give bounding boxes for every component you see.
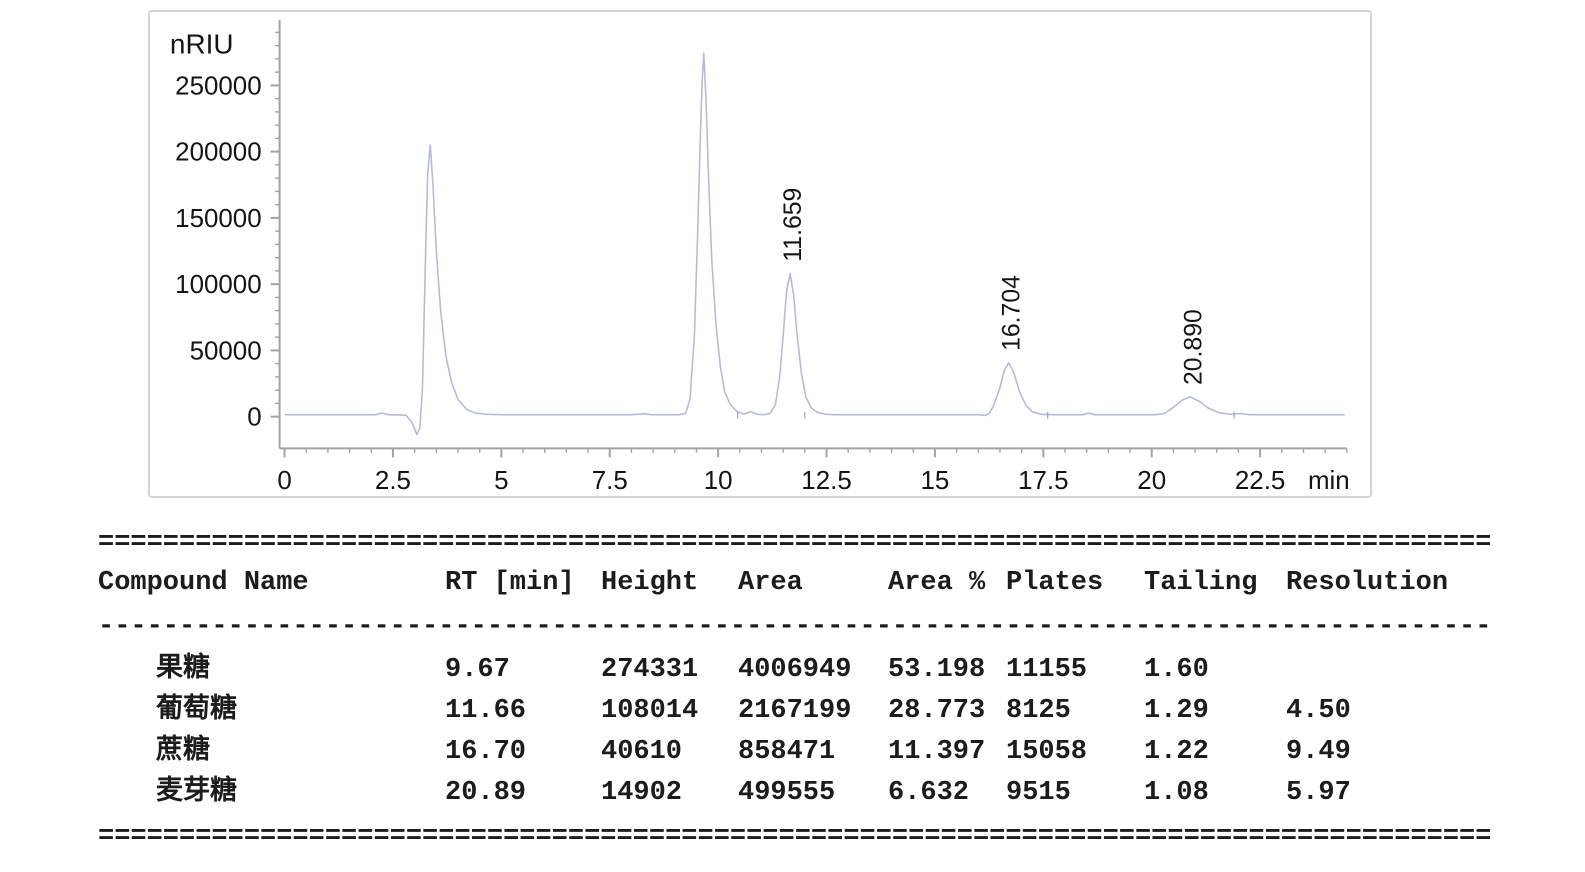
chromatogram-panel: 0 2.5 5 7.5 10 12.5 15 17.5 20 22.5 min 0 50000 10000…	[148, 10, 1372, 498]
x-tick-label: 17.5	[1018, 467, 1068, 495]
x-axis-unit-label: min	[1308, 467, 1350, 495]
area-pct-cell: 28.773	[888, 696, 986, 726]
x-tick-label: 20	[1137, 467, 1166, 495]
x-tick-label: 0	[277, 467, 291, 495]
resolution-cell	[1286, 650, 1490, 691]
table-row: 果糖 9.67 274331 4006949 53.198 11155 1.60	[98, 650, 1490, 691]
x-tick-label: 10	[704, 467, 733, 495]
table-top-border: ========================================…	[98, 528, 1490, 558]
y-axis-unit-label: nRIU	[170, 29, 234, 60]
x-tick-label: 2.5	[375, 467, 411, 495]
col-header-compound-name: Compound Name	[98, 568, 309, 598]
area-cell: 858471	[738, 737, 836, 767]
y-tick-label: 150000	[175, 205, 261, 233]
x-tick-label: 5	[494, 467, 508, 495]
peak-rt-label: 11.659	[780, 188, 807, 262]
tailing-cell: 1.08	[1144, 778, 1209, 808]
compound-name-cell: 葡萄糖	[156, 696, 237, 726]
peak-rt-label: 20.890	[1180, 309, 1207, 385]
area-pct-cell: 53.198	[888, 655, 986, 685]
peak-rt-label: 16.704	[999, 275, 1026, 351]
resolution-cell: 5.97	[1286, 778, 1351, 808]
x-tick-label: 12.5	[801, 467, 851, 495]
x-tick-label: 7.5	[592, 467, 628, 495]
height-cell: 108014	[601, 696, 699, 726]
y-tick-label: 200000	[175, 139, 261, 167]
peak-results-table: ========================================…	[98, 528, 1490, 862]
y-tick-label: 50000	[190, 337, 262, 365]
resolution-cell: 4.50	[1286, 696, 1351, 726]
table-row: 葡萄糖 11.66 108014 2167199 28.773 8125 1.2…	[98, 691, 1490, 732]
rt-cell: 20.89	[445, 778, 527, 808]
tailing-cell: 1.60	[1144, 655, 1209, 685]
x-tick-label: 15	[921, 467, 950, 495]
y-tick-label: 100000	[175, 271, 261, 299]
compound-name-cell: 果糖	[156, 655, 210, 685]
area-cell: 2167199	[738, 696, 852, 726]
table-row: 麦芽糖 20.89 14902 499555 6.632 9515 1.08 5…	[98, 773, 1490, 814]
plates-cell: 9515	[1006, 778, 1071, 808]
table-header-separator: ----------------------------------------…	[98, 612, 1490, 642]
area-pct-cell: 6.632	[888, 778, 970, 808]
y-tick-label: 0	[247, 404, 261, 432]
area-cell: 499555	[738, 778, 836, 808]
plates-cell: 11155	[1006, 655, 1088, 685]
y-tick-label: 250000	[175, 72, 261, 100]
rt-cell: 16.70	[445, 737, 527, 767]
tailing-cell: 1.22	[1144, 737, 1209, 767]
compound-name-cell: 麦芽糖	[156, 778, 237, 808]
height-cell: 14902	[601, 778, 683, 808]
rt-cell: 11.66	[445, 696, 527, 726]
table-bottom-border: ========================================…	[98, 822, 1490, 852]
col-header-resolution: Resolution	[1286, 568, 1449, 598]
col-header-height: Height	[601, 568, 699, 598]
col-header-area-pct: Area %	[888, 568, 986, 598]
height-cell: 274331	[601, 655, 699, 685]
signal-trace	[284, 52, 1345, 436]
table-header-row: Compound Name RT [min] Height Area Area …	[98, 568, 1490, 598]
rt-cell: 9.67	[445, 655, 510, 685]
x-tick-label: 22.5	[1235, 467, 1285, 495]
tailing-cell: 1.29	[1144, 696, 1209, 726]
chromatogram-plot: 0 2.5 5 7.5 10 12.5 15 17.5 20 22.5 min 0 50000 10000…	[170, 19, 1350, 495]
compound-name-cell: 蔗糖	[156, 737, 210, 767]
col-header-plates: Plates	[1006, 568, 1104, 598]
table-row: 蔗糖 16.70 40610 858471 11.397 15058 1.22 …	[98, 732, 1490, 773]
plates-cell: 15058	[1006, 737, 1088, 767]
plates-cell: 8125	[1006, 696, 1071, 726]
area-cell: 4006949	[738, 655, 852, 685]
area-pct-cell: 11.397	[888, 737, 986, 767]
col-header-rt: RT [min]	[445, 568, 575, 598]
col-header-area: Area	[738, 568, 803, 598]
resolution-cell: 9.49	[1286, 737, 1351, 767]
height-cell: 40610	[601, 737, 683, 767]
col-header-tailing: Tailing	[1144, 568, 1258, 598]
